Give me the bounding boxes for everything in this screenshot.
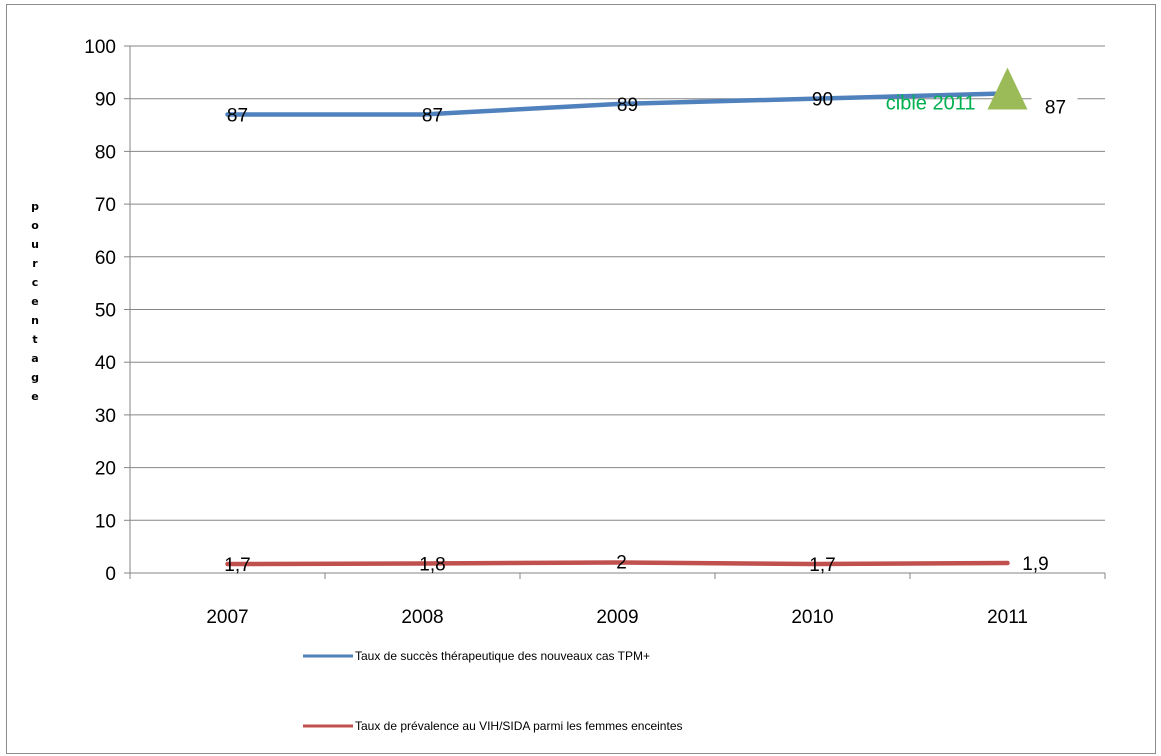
data-label: 87 [422,106,443,127]
x-tick-label: 2007 [206,607,248,628]
data-label: 90 [812,90,833,111]
series-line-1 [225,91,1010,117]
y-axis-label-letter: c [32,276,39,289]
target-value-box [1031,86,1078,127]
y-tick-label: 100 [84,37,116,58]
y-axis-label-letter: a [31,352,38,365]
chart-frame: 0 10 20 30 40 50 60 70 80 90 100 2007 2008 2009 2010 2… [6,4,1156,754]
y-tick-label: 60 [95,248,116,269]
y-axis-label-letter: u [31,238,39,251]
target-value-label: 87 [1045,98,1066,119]
data-label: 2 [616,552,627,573]
x-tick-label: 2009 [596,607,638,628]
y-axis-label-letter: r [32,257,38,270]
x-tick-label: 2008 [401,607,443,628]
x-tick-label: 2010 [791,607,833,628]
y-axis-label-letter: e [31,295,38,308]
y-axis-label-letter: o [31,219,39,232]
y-tick-label: 30 [95,406,116,427]
y-tick-label: 50 [95,301,116,322]
target-label: cible 2011 [886,93,976,115]
y-tick-label: 0 [105,564,116,585]
y-tick-label: 20 [95,459,116,480]
line-chart: 0 10 20 30 40 50 60 70 80 90 100 2007 2008 2009 2010 2… [31,37,1106,733]
data-label: 87 [227,106,248,127]
series-line-2 [225,560,1010,567]
y-tick-label: 40 [95,353,116,374]
data-label: 1,9 [1022,554,1048,575]
legend-label-2: Taux de prévalence au VIH/SIDA parmi les… [355,719,683,733]
legend-label-1: Taux de succès thérapeutique des nouveau… [355,649,650,663]
target-marker [987,67,1028,110]
y-tick-label: 90 [95,90,116,111]
y-tick-label: 80 [95,142,116,163]
y-axis-label-letter: p [31,200,39,213]
data-label: 1,7 [224,555,250,576]
data-label: 1,7 [809,555,835,576]
y-axis-label-letter: e [31,390,38,403]
data-label: 89 [617,95,638,116]
y-axis-label-letter: n [31,314,39,327]
y-tick-label: 10 [95,511,116,532]
y-axis-label-letter: t [32,333,37,346]
x-tick-label: 2011 [987,607,1028,628]
y-axis-label-letter: g [31,371,39,384]
data-label: 1,8 [419,555,445,576]
y-tick-label: 70 [95,195,116,216]
